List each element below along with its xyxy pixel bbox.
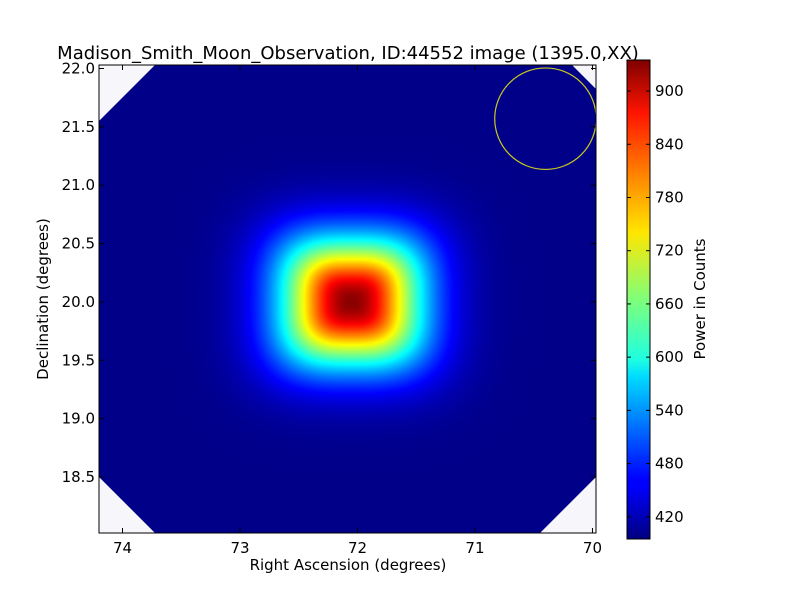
heatmap-image <box>99 65 596 533</box>
colorbar-gradient <box>626 59 651 540</box>
y-tick-label: 20.0 <box>62 293 95 311</box>
x-tick-label: 70 <box>583 539 602 557</box>
y-tick-label: 21.0 <box>62 176 95 194</box>
y-tick-label: 19.5 <box>62 351 95 369</box>
plot-area: 74 73 72 71 70 18.5 19.0 19.5 20.0 20.5 21.0 21.5 2… <box>62 60 602 557</box>
colorbar-tick-label: 780 <box>655 188 684 206</box>
colorbar-tick-label: 840 <box>655 135 684 153</box>
colorbar-tick-label: 720 <box>655 242 684 260</box>
corner-mask-bottom-left <box>99 477 155 533</box>
x-axis-ticks: 74 73 72 71 70 <box>113 65 602 557</box>
colorbar-tick-label: 900 <box>655 82 684 100</box>
x-tick-label: 73 <box>230 539 249 557</box>
y-tick-label: 18.5 <box>62 468 95 486</box>
colorbar-tick-label: 420 <box>655 508 684 526</box>
x-tick-label: 72 <box>348 539 367 557</box>
colorbar-tick-label: 600 <box>655 348 684 366</box>
y-tick-label: 22.0 <box>62 60 95 78</box>
corner-mask-top-right <box>572 65 596 89</box>
colorbar-tick-label: 480 <box>655 455 684 473</box>
beam-circle <box>494 67 596 171</box>
colorbar: 420 480 540 600 660 720 780 840 900 Power in Cou… <box>626 59 709 540</box>
plot-frame <box>98 64 597 534</box>
corner-mask-top-left <box>99 65 155 121</box>
colorbar-tick-label: 540 <box>655 401 684 419</box>
y-tick-label: 21.5 <box>62 118 95 136</box>
y-tick-label: 19.0 <box>62 410 95 428</box>
chart-title: Madison_Smith_Moon_Observation, ID:44552… <box>57 43 639 64</box>
corner-mask-bottom-right <box>540 477 596 533</box>
y-axis-label: Declination (degrees) <box>34 218 52 380</box>
x-tick-label: 74 <box>113 539 132 557</box>
colorbar-tick-label: 660 <box>655 295 684 313</box>
x-tick-label: 71 <box>465 539 484 557</box>
y-tick-label: 20.5 <box>62 235 95 253</box>
colorbar-ticks: 420 480 540 600 660 720 780 840 900 <box>627 82 684 526</box>
colorbar-label: Power in Counts <box>691 238 709 359</box>
y-axis-ticks: 18.5 19.0 19.5 20.0 20.5 21.0 21.5 22.0 <box>62 60 596 486</box>
x-axis-label: Right Ascension (degrees) <box>250 556 447 574</box>
